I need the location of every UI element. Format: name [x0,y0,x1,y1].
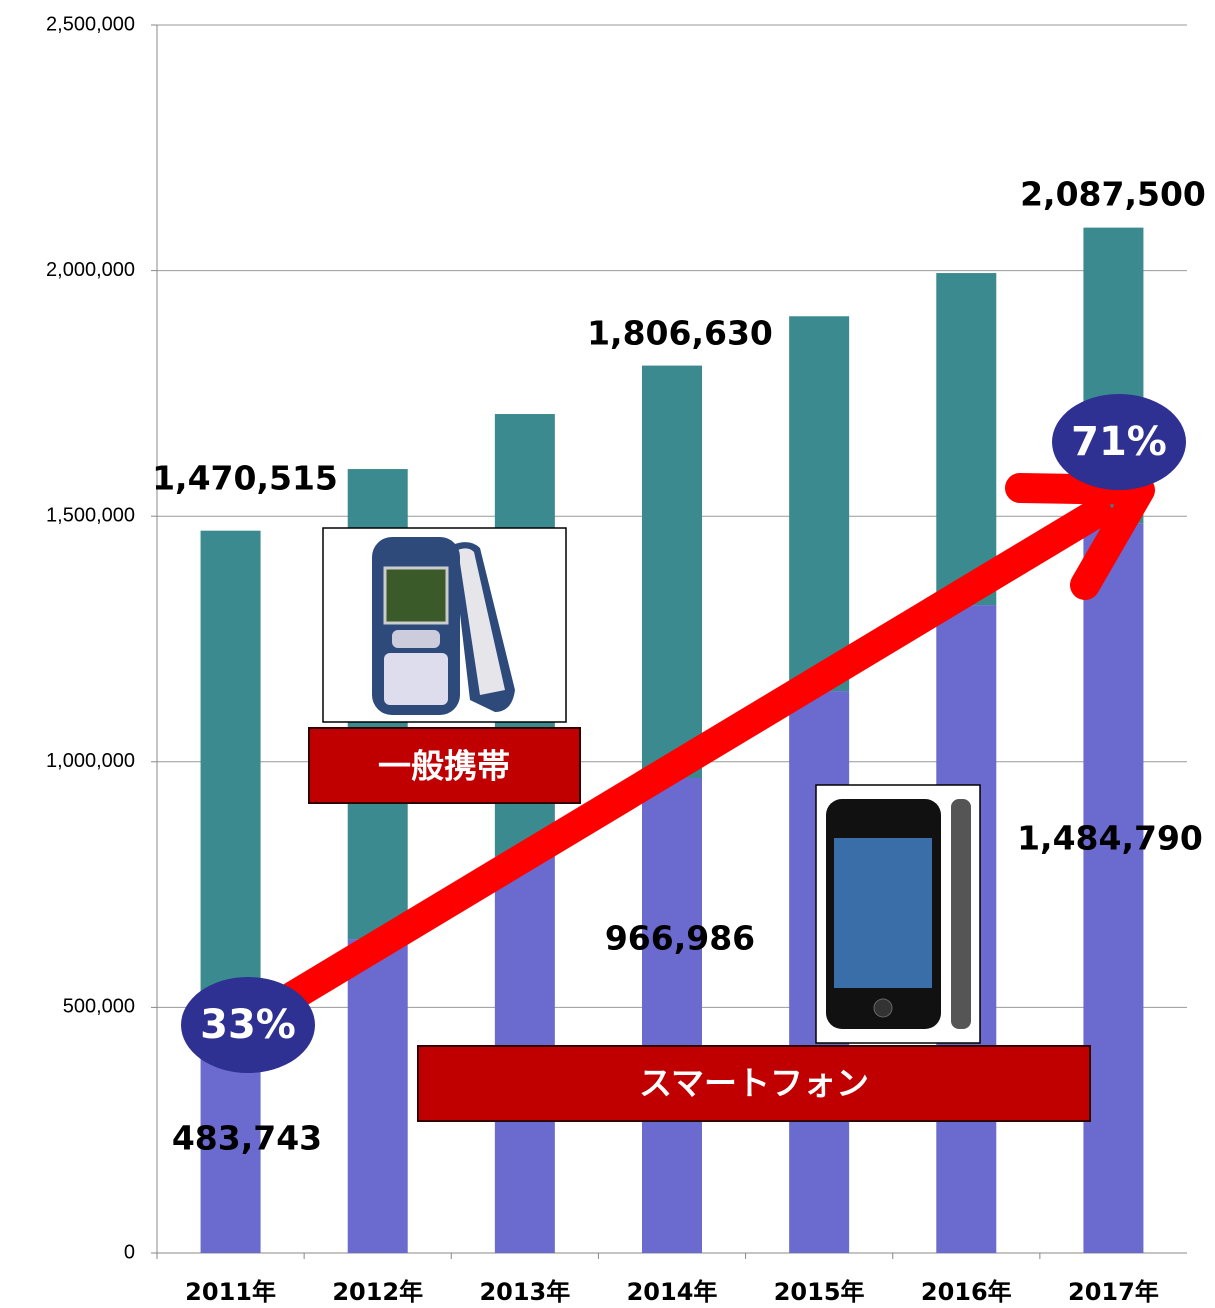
x-tick-label: 2012年 [332,1278,423,1306]
y-tick-label: 2,500,000 [46,13,135,35]
total-label: 2,087,500 [1020,175,1206,214]
total-label: 1,806,630 [587,314,773,353]
overlay: 一般携帯 スマートフォン 33% 71% 1,470,515 1,806,630… [152,175,1206,1122]
y-tick-label: 0 [124,1241,135,1263]
x-tick-label: 2016年 [921,1278,1012,1306]
series-label: 一般携帯 [378,747,510,786]
x-tick-label: 2014年 [627,1278,718,1306]
y-tick-label: 500,000 [63,996,135,1018]
share-label: 71% [1071,419,1167,465]
series-label: スマートフォン [639,1064,869,1103]
x-tick-label: 2011年 [185,1278,276,1306]
phone-side-face [458,548,505,695]
share-circle [1052,394,1186,490]
iphone-screen [834,838,932,988]
bar-segment [936,273,997,606]
bar-segment [642,778,702,1253]
x-tick-label: 2013年 [479,1278,570,1306]
data-label: 966,986 [605,919,755,958]
trend-arrow-head [1005,473,1155,600]
x-tick-label: 2015年 [774,1278,865,1306]
y-tick-label: 1,000,000 [46,750,135,772]
phone-keypad [384,653,448,705]
bar-segment [789,316,850,692]
bar-segment [642,365,702,779]
y-tick-label: 2,000,000 [46,259,135,281]
share-label: 33% [200,1002,296,1048]
total-label: 1,470,515 [152,459,338,498]
phone-screen [383,566,449,625]
data-label: 1,484,790 [1017,819,1203,858]
bar-segment [200,530,261,1016]
share-circle [181,977,315,1073]
smartphone-box [417,1045,1091,1122]
iphone-button [873,998,893,1018]
grid: 0 500,000 1,000,000 1,500,000 2,000,000 2,500… [46,13,1187,1263]
data-label: 483,743 [172,1119,322,1158]
feature-phone-box [308,727,581,804]
bar-segment [347,939,408,1253]
y-tick-label: 1,500,000 [46,504,135,526]
phone-nav [392,630,440,648]
x-tick-label: 2017年 [1068,1278,1159,1306]
bar-segment [1083,523,1144,1253]
trend-arrow [237,492,1118,1038]
iphone-side [951,799,971,1029]
